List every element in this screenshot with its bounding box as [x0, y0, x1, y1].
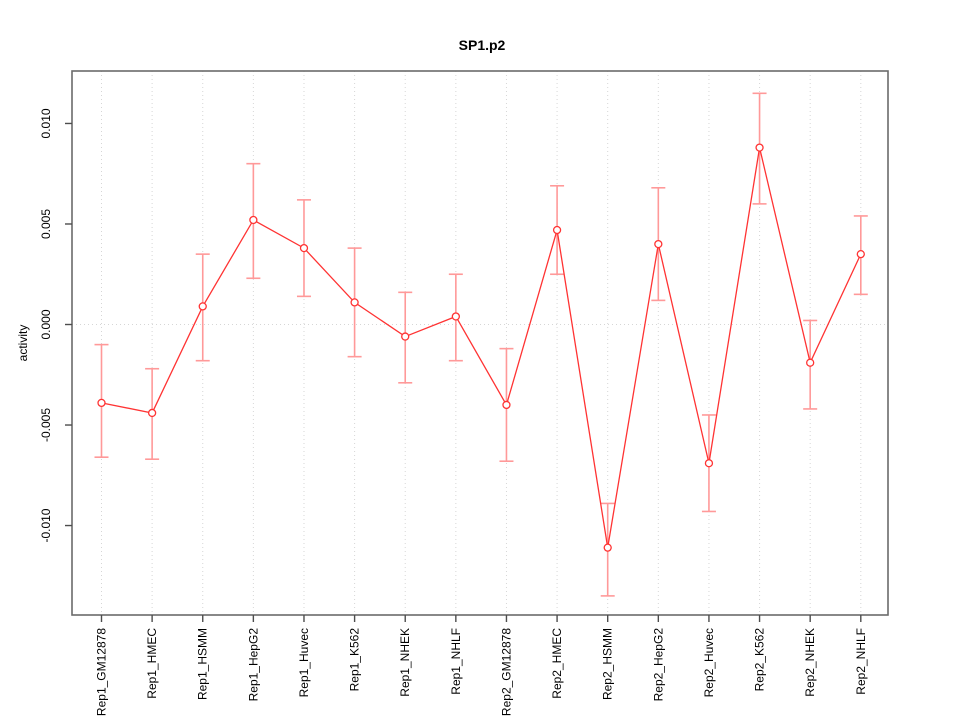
x-tick-label: Rep1_K562: [348, 628, 362, 692]
x-tick-label: Rep2_K562: [753, 628, 767, 692]
data-point: [552, 225, 562, 235]
x-tick-label: Rep1_NHLF: [449, 628, 463, 695]
x-tick-label: Rep1_HepG2: [246, 628, 260, 702]
x-tick-label: Rep2_HSMM: [601, 628, 615, 700]
data-point: [502, 400, 511, 410]
x-tick-label: Rep1_GM12878: [95, 628, 109, 716]
series-line: [101, 147, 862, 548]
data-point: [147, 408, 157, 418]
data-point: [97, 398, 106, 408]
axis-layer: [65, 70, 889, 622]
data-point: [249, 215, 258, 225]
data-point: [401, 332, 410, 341]
y-axis-label: activity: [16, 325, 30, 362]
x-tick-label: Rep2_NHLF: [854, 628, 868, 695]
data-point: [198, 302, 207, 311]
data-point: [451, 312, 460, 321]
data-point: [806, 358, 815, 367]
plot-border: [71, 70, 889, 616]
grid-layer: [72, 71, 888, 615]
data-point: [603, 543, 612, 552]
data-point: [755, 143, 764, 152]
chart-title: SP1.p2: [459, 37, 506, 53]
x-tick-label: Rep2_Huvec: [702, 628, 716, 697]
x-tick-label: Rep2_NHEK: [803, 628, 817, 697]
x-tick-label: Rep2_GM12878: [499, 628, 513, 716]
data-point: [704, 459, 714, 468]
label-layer: -0.010 -0.005 0.000 0.005 0.010 Rep1_GM12878 R…: [39, 108, 868, 716]
x-tick-label: Rep2_HMEC: [550, 628, 564, 699]
y-tick-label: -0.005: [39, 408, 53, 442]
y-tick-label: -0.010: [39, 508, 53, 542]
y-tick-label: 0.000: [39, 309, 53, 339]
x-tick-label: Rep1_HMEC: [145, 628, 159, 699]
data-point: [299, 243, 309, 253]
x-tick-label: Rep1_NHEK: [398, 628, 412, 697]
x-tick-label: Rep1_Huvec: [297, 628, 311, 697]
data-point: [350, 298, 359, 307]
data-point: [856, 249, 865, 259]
series-layer: [94, 92, 868, 597]
x-tick-label: Rep1_HSMM: [196, 628, 210, 700]
data-point: [654, 239, 663, 249]
x-tick-label: Rep2_HepG2: [651, 628, 665, 702]
y-tick-label: 0.010: [39, 108, 53, 138]
y-tick-label: 0.005: [39, 209, 53, 239]
